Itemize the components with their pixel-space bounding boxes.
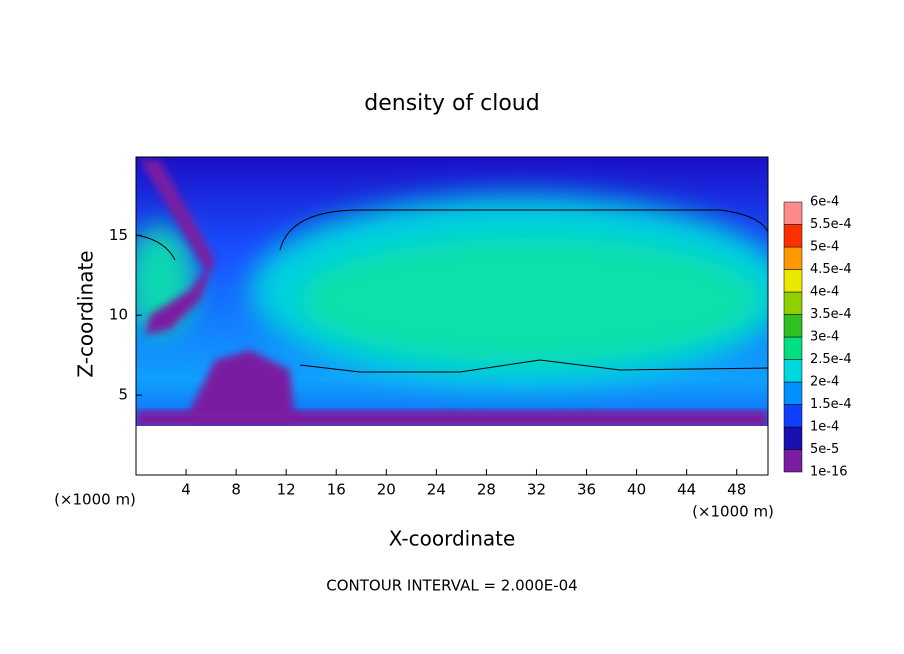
x-tick-label: 8 [231,481,241,499]
colorbar-box [783,449,803,473]
x-tick-label: 36 [577,481,596,499]
x-tick-label: 12 [277,481,296,499]
footer: CONTOUR INTERVAL = 2.000E-04 [326,577,577,595]
y-tick-label: 5 [118,386,128,404]
field [136,157,768,475]
colorbar-label: 5e-5 [810,442,839,457]
colorbar-box [783,381,803,405]
colorbar-label: 5e-4 [810,240,839,255]
colorbar-box [783,336,803,360]
x-tick-label: 32 [527,481,546,499]
x-tick-label: 16 [327,481,346,499]
y-axis-label: Z-coordinate [74,250,98,377]
x-tick-label: 44 [677,481,696,499]
x-tick-label: 48 [727,481,746,499]
y-unit-label: (×1000 m) [54,491,136,509]
colorbar-label: 2.5e-4 [810,352,852,367]
x-tick-label: 20 [377,481,396,499]
x-tick-label: 24 [427,481,446,499]
colorbar-label: 2e-4 [810,375,839,390]
chart-title: density of cloud [364,91,539,116]
x-tick-label: 4 [181,481,191,499]
colorbar-box [783,426,803,450]
colorbar-label: 5.5e-4 [810,217,852,232]
x-axis-label: X-coordinate [389,527,516,551]
x-tick-label: 28 [477,481,496,499]
colorbar-label: 3.5e-4 [810,307,852,322]
colorbar-box [783,291,803,315]
colorbar-label: 3e-4 [810,330,839,345]
colorbar-label: 1e-16 [810,465,848,480]
colorbar-label: 4.5e-4 [810,262,852,277]
y-tick-label: 10 [109,306,128,324]
colorbar-box [783,359,803,383]
colorbar-box [783,314,803,338]
x-unit-label: (×1000 m) [692,503,774,521]
colorbar-box [783,224,803,248]
colorbar-box [783,246,803,270]
colorbar-label: 4e-4 [810,285,839,300]
x-tick-label: 40 [627,481,646,499]
plot-frame [135,156,769,476]
colorbar-box [783,404,803,428]
y-tick-label: 15 [109,226,128,244]
colorbar-label: 1e-4 [810,420,839,435]
colorbar-label: 6e-4 [810,195,839,210]
colorbar-box [783,269,803,293]
colorbar-label: 1.5e-4 [810,397,852,412]
colorbar-box [783,201,803,225]
